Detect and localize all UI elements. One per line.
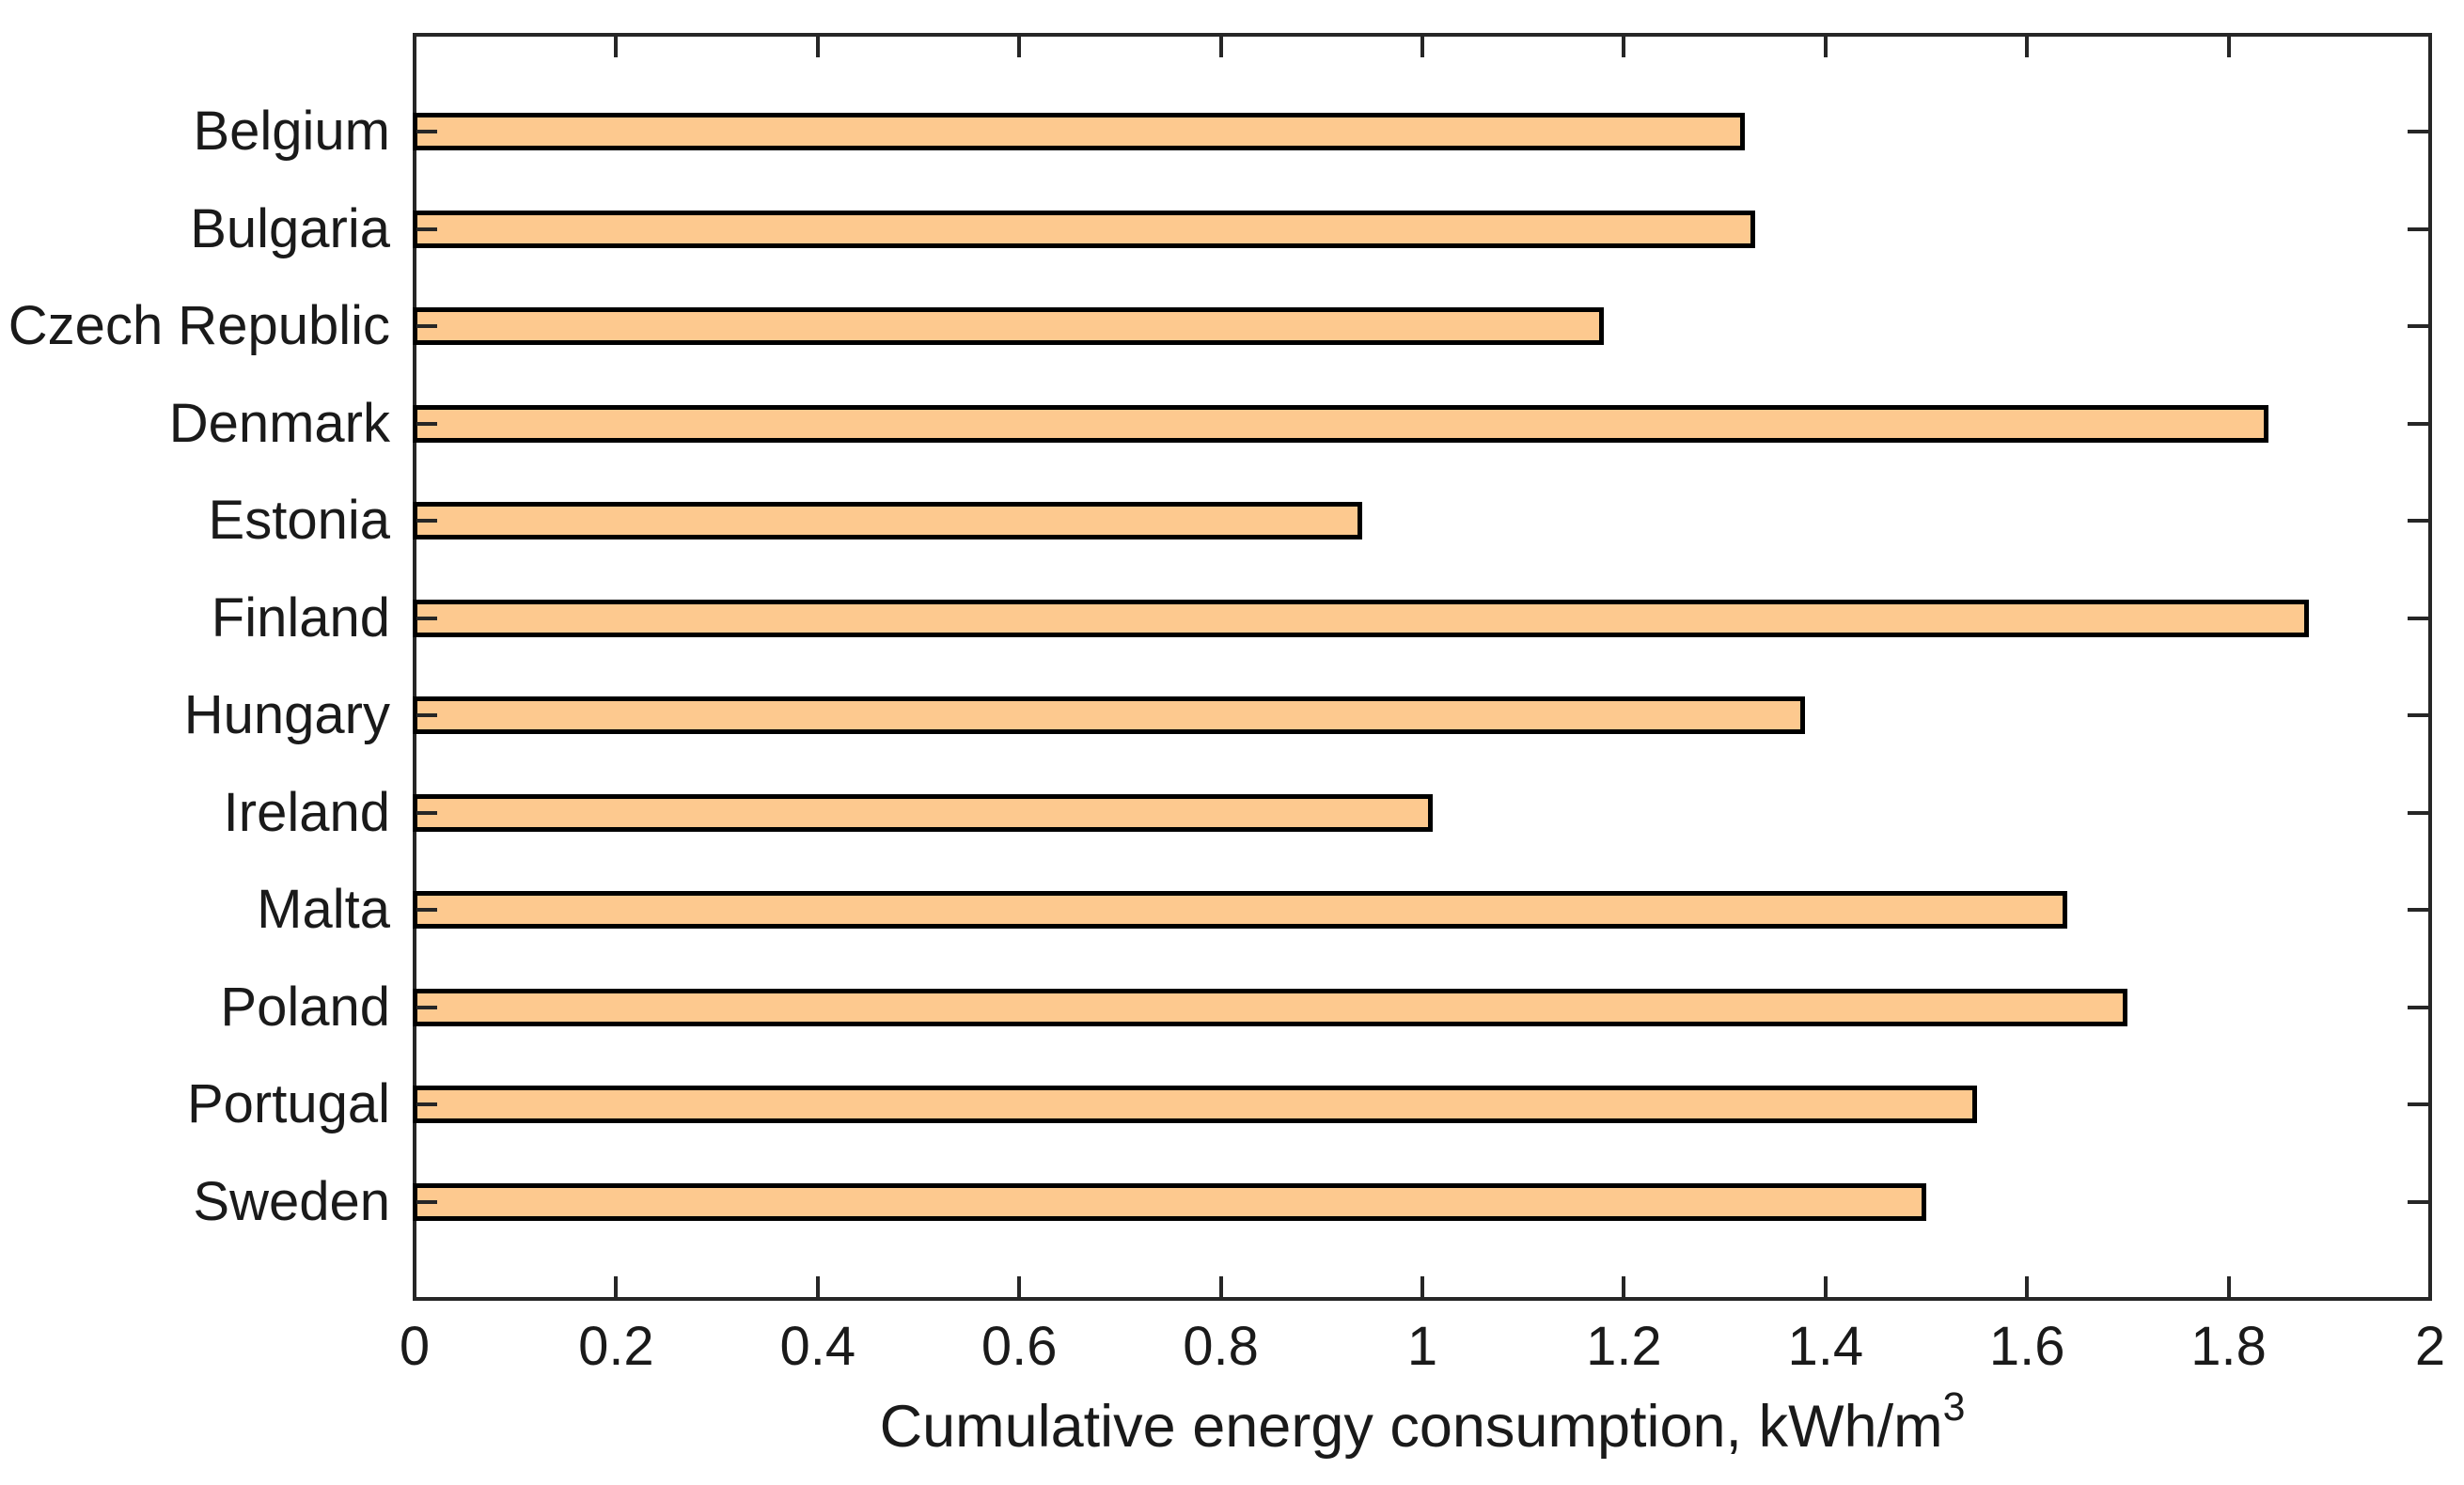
bottom-x-tick bbox=[1218, 1276, 1223, 1297]
right-y-tick bbox=[2408, 908, 2428, 913]
left-y-tick bbox=[416, 227, 437, 231]
bar-belgium bbox=[413, 113, 1746, 151]
right-y-tick bbox=[2408, 1199, 2428, 1204]
top-x-tick bbox=[2226, 37, 2231, 57]
bottom-x-tick bbox=[2025, 1276, 2030, 1297]
x-tick-label-2: 2 bbox=[2414, 1316, 2446, 1377]
bar-sweden bbox=[413, 1182, 1926, 1221]
y-tick-label-portugal: Portugal bbox=[186, 1073, 390, 1135]
left-y-tick bbox=[416, 1102, 437, 1107]
right-y-tick bbox=[2408, 616, 2428, 620]
y-tick-label-poland: Poland bbox=[220, 976, 390, 1038]
bar-poland bbox=[413, 988, 2128, 1026]
right-y-tick bbox=[2408, 130, 2428, 134]
top-x-tick bbox=[1218, 37, 1223, 57]
y-tick-label-czech-republic: Czech Republic bbox=[8, 295, 390, 357]
top-x-tick bbox=[1823, 37, 1828, 57]
left-y-tick bbox=[416, 1005, 437, 1009]
y-tick-label-finland: Finland bbox=[211, 586, 390, 649]
x-tick-label-1-2: 1.2 bbox=[1586, 1316, 1662, 1377]
x-tick-label-1-4: 1.4 bbox=[1787, 1316, 1864, 1377]
left-y-tick bbox=[416, 1199, 437, 1204]
left-y-tick bbox=[416, 616, 437, 620]
x-tick-label-0-4: 0.4 bbox=[779, 1316, 856, 1377]
y-tick-label-belgium: Belgium bbox=[193, 101, 390, 163]
y-tick-label-ireland: Ireland bbox=[223, 781, 390, 843]
right-y-tick bbox=[2408, 810, 2428, 815]
x-tick-label-1: 1 bbox=[1406, 1316, 1438, 1377]
x-axis-title-text: Cumulative energy consumption, kWh/m bbox=[879, 1394, 1943, 1460]
right-y-tick bbox=[2408, 324, 2428, 329]
bottom-x-tick bbox=[614, 1276, 619, 1297]
bar-bulgaria bbox=[413, 210, 1755, 248]
bottom-x-tick bbox=[2226, 1276, 2231, 1297]
top-x-tick bbox=[413, 37, 416, 57]
bar-malta bbox=[413, 891, 2068, 930]
bar-denmark bbox=[413, 404, 2269, 443]
top-x-tick bbox=[1017, 37, 1022, 57]
left-y-tick bbox=[416, 130, 437, 134]
left-y-tick bbox=[416, 324, 437, 329]
x-tick-label-0-2: 0.2 bbox=[578, 1316, 654, 1377]
bottom-x-tick bbox=[1823, 1276, 1828, 1297]
bottom-x-tick bbox=[1017, 1276, 1022, 1297]
right-y-tick bbox=[2408, 227, 2428, 231]
left-y-tick bbox=[416, 519, 437, 524]
y-tick-label-malta: Malta bbox=[257, 879, 390, 941]
top-x-tick bbox=[1420, 37, 1424, 57]
bar-finland bbox=[413, 599, 2310, 637]
x-tick-label-1-6: 1.6 bbox=[1988, 1316, 2065, 1377]
x-tick-label-0-6: 0.6 bbox=[981, 1316, 1058, 1377]
x-tick-label-0: 0 bbox=[399, 1316, 431, 1377]
bar-ireland bbox=[413, 793, 1433, 832]
bottom-x-tick bbox=[413, 1276, 416, 1297]
left-y-tick bbox=[416, 421, 437, 426]
right-y-tick bbox=[2408, 421, 2428, 426]
left-y-tick bbox=[416, 713, 437, 718]
bar-czech-republic bbox=[413, 307, 1604, 346]
top-x-tick bbox=[614, 37, 619, 57]
bottom-x-tick bbox=[2428, 1276, 2432, 1297]
top-x-tick bbox=[2025, 37, 2030, 57]
bar-hungary bbox=[413, 696, 1806, 735]
bottom-x-tick bbox=[1420, 1276, 1424, 1297]
bottom-x-tick bbox=[815, 1276, 820, 1297]
top-x-tick bbox=[1622, 37, 1626, 57]
x-tick-label-0-8: 0.8 bbox=[1183, 1316, 1259, 1377]
x-axis-title: Cumulative energy consumption, kWh/m3 bbox=[415, 1386, 2430, 1464]
right-y-tick bbox=[2408, 1102, 2428, 1107]
bar-estonia bbox=[413, 502, 1362, 540]
bottom-x-tick bbox=[1622, 1276, 1626, 1297]
x-axis-title-superscript: 3 bbox=[1942, 1383, 1966, 1430]
top-x-tick bbox=[2428, 37, 2432, 57]
right-y-tick bbox=[2408, 1005, 2428, 1009]
right-y-tick bbox=[2408, 713, 2428, 718]
x-tick-label-1-8: 1.8 bbox=[2190, 1316, 2267, 1377]
top-x-tick bbox=[815, 37, 820, 57]
y-tick-label-sweden: Sweden bbox=[193, 1170, 390, 1232]
bar-portugal bbox=[413, 1086, 1977, 1124]
left-y-tick bbox=[416, 810, 437, 815]
left-y-tick bbox=[416, 908, 437, 913]
y-tick-label-estonia: Estonia bbox=[208, 490, 390, 552]
right-y-tick bbox=[2408, 519, 2428, 524]
y-tick-label-denmark: Denmark bbox=[168, 392, 390, 454]
y-tick-label-bulgaria: Bulgaria bbox=[190, 197, 390, 259]
y-tick-label-hungary: Hungary bbox=[183, 684, 390, 746]
